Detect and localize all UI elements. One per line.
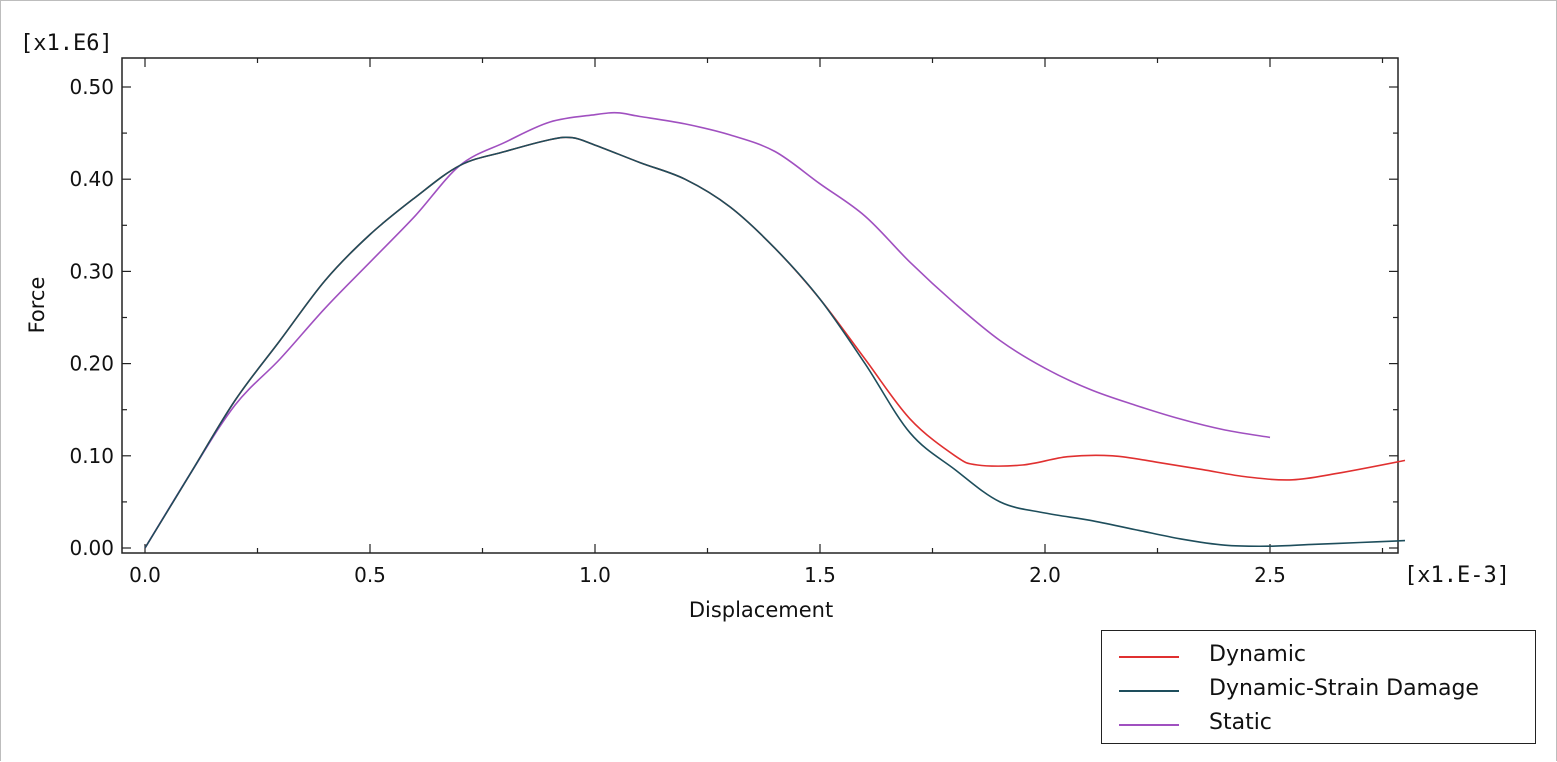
- y-tick-label: 0.00: [69, 536, 114, 560]
- y-tick-label: 0.30: [69, 259, 114, 283]
- legend-label: Dynamic: [1209, 642, 1307, 667]
- y-tick-label: 0.50: [69, 75, 114, 99]
- x-axis-title: Displacement: [689, 598, 833, 622]
- x-tick-label: 0.5: [354, 563, 386, 587]
- legend-swatch: [1119, 724, 1179, 726]
- x-tick-label: 0.0: [129, 563, 161, 587]
- legend-item-static: Static: [1102, 708, 1535, 742]
- y-tick-label: 0.40: [69, 167, 114, 191]
- x-tick-label: 2.0: [1029, 563, 1061, 587]
- plot-frame: [121, 57, 1399, 554]
- plot-area: 0.00 0.10 0.20 0.30 0.40 0.50 0.0 0.5 1.0 1.5 2.0 2…: [69, 57, 1406, 587]
- x-tick-label: 1.5: [804, 563, 836, 587]
- legend-label: Dynamic-Strain Damage: [1209, 676, 1479, 701]
- legend-item-dynamic: Dynamic: [1102, 640, 1535, 674]
- legend: Dynamic Dynamic-Strain Damage Static: [1101, 630, 1536, 744]
- x-tick-label: 1.0: [579, 563, 611, 587]
- legend-swatch: [1119, 656, 1179, 658]
- legend-swatch: [1119, 690, 1179, 692]
- series-line-static: [144, 111, 1271, 549]
- y-tick-label: 0.10: [69, 444, 114, 468]
- series-line-dynamic: [144, 136, 1406, 549]
- legend-item-dynamic-strain-damage: Dynamic-Strain Damage: [1102, 674, 1535, 708]
- y-axis-multiplier: [x1.E6]: [20, 31, 113, 56]
- x-tick-label: 2.5: [1254, 563, 1286, 587]
- series-line-dynamic-strain-damage: [144, 136, 1406, 549]
- y-axis-title: Force: [25, 277, 49, 334]
- y-tick-label: 0.20: [69, 352, 114, 376]
- legend-label: Static: [1209, 710, 1272, 735]
- x-axis-multiplier: [x1.E-3]: [1404, 563, 1510, 588]
